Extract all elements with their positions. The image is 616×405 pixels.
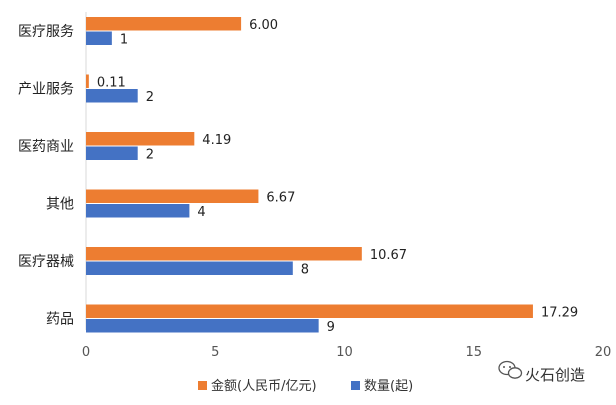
data-label: 4: [197, 205, 205, 220]
data-label: 9: [327, 320, 335, 335]
x-tick-label: 15: [465, 345, 482, 360]
category-label: 药品: [46, 312, 74, 328]
bar-count: [86, 31, 112, 45]
category-label: 医疗器械: [18, 254, 74, 270]
category-label: 产业服务: [18, 82, 74, 98]
x-tick-label: 5: [211, 345, 219, 360]
bar-amount: [86, 189, 259, 203]
legend-label: 数量(起): [364, 379, 413, 394]
wechat-icon: [498, 360, 523, 379]
data-label: 2: [146, 147, 154, 162]
data-label: 6.67: [266, 190, 295, 205]
bar-count: [86, 261, 293, 275]
bar-count: [86, 146, 138, 160]
x-tick-label: 20: [595, 345, 612, 360]
bar-amount: [86, 74, 89, 88]
category-label: 医药商业: [18, 139, 74, 155]
watermark: 火石创造: [498, 360, 585, 384]
data-label: 1: [120, 32, 128, 47]
plot-area: 医疗服务 6.00 1 产业服务 0.11 2 医药商业 4.19 2 其他 6.67 4 医疗器械 10…: [18, 12, 578, 335]
x-tick-label: 10: [336, 345, 353, 360]
bar-count: [86, 319, 319, 333]
data-label: 2: [146, 90, 154, 105]
bar-amount: [86, 247, 362, 261]
legend: 金额(人民币/亿元) 数量(起): [198, 378, 413, 394]
data-label: 10.67: [370, 248, 407, 263]
data-label: 8: [301, 262, 309, 277]
legend-swatch-amount: [198, 381, 207, 390]
x-tick-label: 0: [82, 345, 90, 360]
legend-swatch-count: [351, 381, 360, 390]
data-label: 17.29: [541, 305, 578, 320]
data-label: 6.00: [249, 18, 278, 33]
x-axis: 0 5 10 15 20: [82, 345, 611, 360]
bar-amount: [86, 304, 533, 318]
bar-count: [86, 89, 138, 103]
data-label: 4.19: [202, 133, 231, 148]
bar-count: [86, 204, 190, 218]
category-label: 其他: [46, 197, 74, 213]
category-label: 医疗服务: [18, 24, 74, 40]
watermark-text: 火石创造: [525, 366, 585, 384]
data-label: 0.11: [97, 75, 126, 90]
bar-amount: [86, 17, 242, 31]
bar-amount: [86, 132, 195, 146]
legend-label: 金额(人民币/亿元): [211, 378, 317, 394]
